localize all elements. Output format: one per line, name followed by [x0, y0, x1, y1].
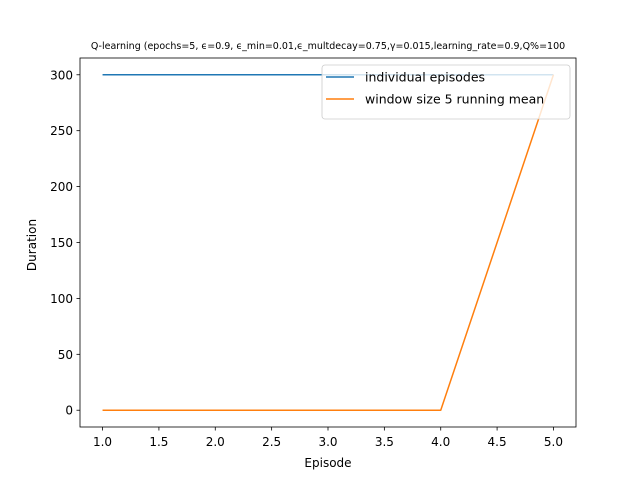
plot-area	[79, 57, 577, 428]
legend-box	[321, 64, 571, 120]
x-tick-label: 4.5	[488, 435, 507, 449]
y-tick-label: 200	[50, 180, 73, 194]
x-tick-label: 5.0	[544, 435, 563, 449]
x-tick-label: 2.0	[206, 435, 225, 449]
y-tick-label: 300	[50, 68, 73, 82]
chart-title: Q-learning (epochs=5, ϵ=0.9, ϵ_min=0.01,…	[91, 41, 565, 52]
plot-frame	[79, 57, 577, 428]
y-axis-label: Duration	[25, 219, 39, 271]
x-tick-label: 2.5	[262, 435, 281, 449]
y-tick-label: 50	[58, 348, 73, 362]
series-line-2	[102, 74, 555, 411]
y-axis: 0 50 100 150 200 250 300	[50, 68, 80, 418]
x-tick-label: 1.5	[149, 435, 168, 449]
y-tick-label: 250	[50, 124, 73, 138]
y-tick-label: 0	[65, 404, 73, 418]
legend: individual episodes window size 5 running…	[321, 64, 571, 120]
legend-label: window size 5 running mean	[365, 92, 544, 107]
x-tick-label: 4.0	[431, 435, 450, 449]
x-axis: 1.0 1.5 2.0 2.5 3.0 3.5 4.0 4.5 5.0	[93, 427, 563, 449]
y-tick-label: 100	[50, 292, 73, 306]
x-tick-label: 3.5	[375, 435, 394, 449]
x-axis-label: Episode	[304, 456, 351, 470]
y-tick-label: 150	[50, 236, 73, 250]
x-tick-label: 3.0	[318, 435, 337, 449]
legend-label: individual episodes	[365, 70, 485, 85]
x-tick-label: 1.0	[93, 435, 112, 449]
